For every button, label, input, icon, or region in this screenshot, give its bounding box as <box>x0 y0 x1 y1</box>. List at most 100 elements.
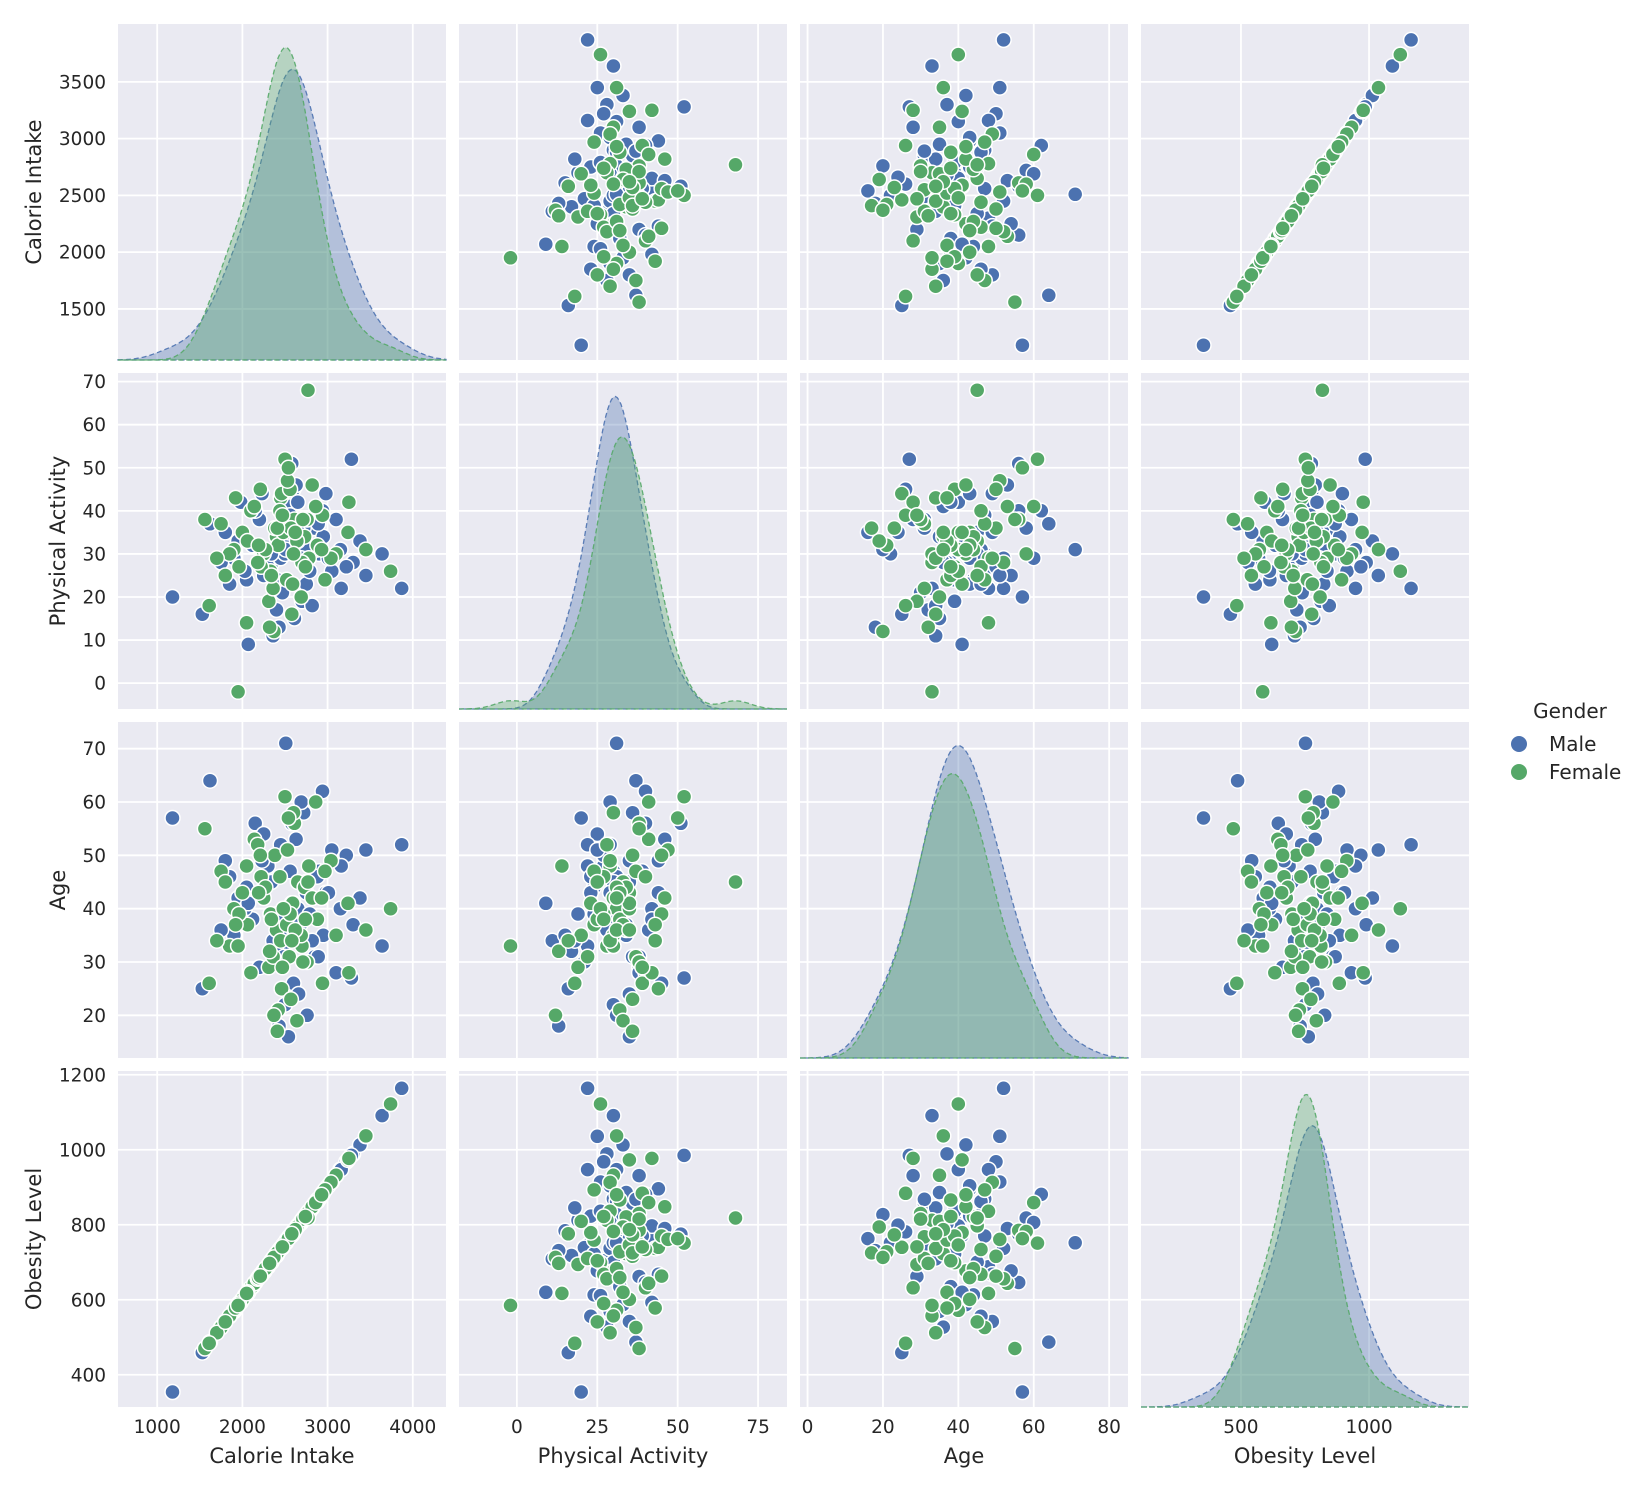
data-point-female <box>1252 916 1270 933</box>
data-point-female <box>923 1297 941 1314</box>
data-point-female <box>292 588 310 606</box>
data-point-male <box>923 57 941 75</box>
data-point-female <box>643 102 661 119</box>
data-point-female <box>1313 511 1330 528</box>
y-tick-label: 600 <box>71 1290 106 1311</box>
data-point-female <box>217 873 234 891</box>
data-point-female <box>942 159 960 177</box>
data-point-female <box>630 293 648 311</box>
y-axis-label-obesity-level: Obesity Level <box>22 1167 46 1311</box>
data-point-female <box>931 119 948 136</box>
data-point-female <box>931 1167 948 1184</box>
y-tick-label: 3000 <box>59 129 106 150</box>
data-point-female <box>1274 847 1291 864</box>
data-point-male <box>338 558 355 576</box>
data-point-female <box>217 1313 234 1331</box>
data-point-female <box>249 554 266 571</box>
panel-calorie_intake-vs-obesity_level <box>1141 24 1469 360</box>
y-tick-label: 70 <box>82 739 106 760</box>
data-point-male <box>627 772 645 789</box>
data-point-female <box>627 1319 645 1336</box>
data-point-female <box>357 541 375 558</box>
data-point-female <box>624 991 641 1008</box>
data-point-female <box>957 541 975 558</box>
data-point-female <box>1392 46 1409 63</box>
data-point-female <box>991 183 1009 201</box>
data-point-female <box>261 618 278 636</box>
data-point-male <box>393 836 410 853</box>
data-point-female <box>953 524 971 541</box>
data-point-male <box>373 545 391 563</box>
data-point-female <box>957 476 975 494</box>
y-tick-label: 400 <box>71 1365 106 1386</box>
data-point-female <box>282 991 300 1008</box>
data-point-female <box>935 79 952 96</box>
data-point-female <box>595 1208 612 1225</box>
data-point-female <box>1354 964 1372 981</box>
data-point-female <box>502 937 519 955</box>
data-point-female <box>279 841 296 859</box>
data-point-female <box>261 1255 278 1272</box>
data-point-female <box>340 1150 358 1167</box>
data-point-female <box>357 1127 375 1145</box>
y-tick-label: 50 <box>82 846 106 867</box>
data-point-female <box>1292 868 1310 885</box>
y-tick-label: 70 <box>82 372 106 393</box>
data-point-female <box>614 1012 632 1029</box>
data-point-female <box>274 506 291 524</box>
data-point-female <box>605 175 622 193</box>
data-point-male <box>946 593 963 610</box>
data-point-female <box>1014 182 1031 200</box>
data-point-female <box>640 228 657 245</box>
x-tick-label: 25 <box>586 1417 610 1438</box>
data-point-female <box>1255 558 1273 576</box>
data-point-female <box>927 1225 944 1243</box>
data-point-male <box>393 1080 410 1097</box>
data-point-female <box>621 1151 638 1169</box>
data-point-female <box>874 623 892 640</box>
data-point-female <box>908 1238 926 1256</box>
data-point-female <box>1330 541 1347 558</box>
data-point-male <box>995 31 1012 49</box>
data-point-female <box>886 519 903 537</box>
data-point-female <box>601 277 619 295</box>
data-point-male <box>277 735 295 752</box>
data-point-female <box>904 232 922 250</box>
data-point-male <box>373 1107 391 1124</box>
data-point-male <box>595 105 612 122</box>
data-point-female <box>284 575 301 593</box>
data-point-male <box>566 1199 584 1217</box>
data-point-female <box>630 1210 648 1228</box>
data-point-female <box>1029 187 1046 204</box>
data-point-female <box>1273 884 1290 901</box>
data-point-female <box>621 103 638 120</box>
data-point-female <box>1304 575 1321 593</box>
data-point-female <box>897 1185 914 1202</box>
data-point-male <box>957 1136 975 1154</box>
data-point-female <box>340 493 358 511</box>
data-point-female <box>1225 820 1242 837</box>
data-point-female <box>624 847 641 864</box>
data-point-female <box>1025 1194 1042 1211</box>
data-point-female <box>566 288 584 305</box>
x-tick-label: 60 <box>1022 1417 1046 1438</box>
data-point-female <box>1330 889 1347 907</box>
data-point-male <box>1347 580 1364 597</box>
data-point-female <box>1324 793 1342 811</box>
data-point-male <box>608 735 625 752</box>
data-point-female <box>566 975 584 992</box>
data-point-male <box>1014 1383 1031 1401</box>
data-point-male <box>317 485 335 502</box>
x-tick-label: 2000 <box>219 1417 266 1438</box>
data-point-female <box>592 46 609 63</box>
data-point-male <box>1066 1234 1084 1252</box>
data-point-male <box>1402 836 1420 853</box>
data-point-male <box>1356 450 1374 468</box>
data-point-female <box>1294 190 1311 208</box>
data-point-female <box>653 1267 670 1285</box>
data-point-male <box>246 815 264 832</box>
data-point-female <box>727 1209 744 1227</box>
data-point-female <box>250 537 267 554</box>
data-point-female <box>650 980 667 997</box>
